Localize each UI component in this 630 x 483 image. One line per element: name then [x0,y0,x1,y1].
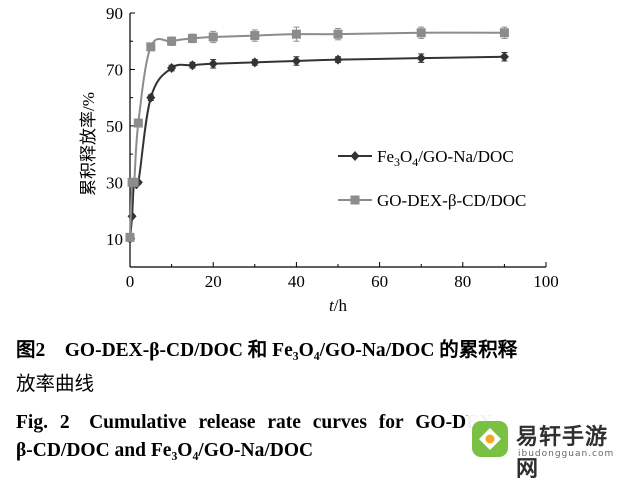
legend-entry-1: GO-DEX-β-CD/DOC [338,191,526,210]
data-point [133,118,143,128]
watermark-title: 易轩手游网 [516,425,609,482]
data-point [499,51,509,62]
data-point [333,29,343,39]
data-point [416,28,426,38]
legend-label: Fe3O4/GO-Na/DOC [377,147,514,169]
caption-english-line-2: β-CD/DOC and Fe₃O₄/GO-Na/DOC [16,440,314,461]
chart-series [125,26,509,244]
data-point [291,29,301,39]
watermark-url: ibudongguan.com [518,449,615,459]
legend-entry-0: Fe3O4/GO-Na/DOC [338,147,514,169]
data-point [416,53,426,64]
y-tick-label: 90 [106,4,123,23]
data-point [333,54,343,65]
y-axis-label: 累积释放率/% [79,92,98,196]
y-tick-label: 70 [106,60,123,79]
x-tick-label: 0 [126,272,135,291]
series-1 [125,26,509,242]
y-tick-label: 50 [106,117,123,136]
legend-marker [350,151,360,161]
data-point [127,211,137,222]
data-point [250,57,260,68]
x-axis-label: t/h [329,296,347,315]
legend-label: GO-DEX-β-CD/DOC [377,191,526,210]
data-point [125,232,135,242]
x-tick-label: 100 [533,272,559,291]
data-point [187,33,197,43]
y-tick-label: 30 [106,173,123,192]
x-tick-label: 40 [288,272,305,291]
chart-legend: Fe3O4/GO-Na/DOC GO-DEX-β-CD/DOC [338,147,526,210]
data-point [146,42,156,52]
data-point [146,92,156,103]
data-point [208,58,218,69]
data-point [291,55,301,66]
caption-chinese-line-2: 放率曲线 [16,374,95,395]
data-point [499,28,509,38]
caption-chinese-line-1: 图2 GO-DEX-β-CD/DOC 和 Fe₃O₄/GO-Na/DOC 的累积… [16,340,518,361]
x-tick-label: 20 [205,272,222,291]
data-point [129,177,139,187]
y-tick-label: 10 [106,230,123,249]
data-point [208,32,218,42]
watermark-logo-icon [472,421,508,457]
chart-axes: 0 20 40 60 80 100 10 30 50 70 90 t/h 累积释放率/% [79,4,559,315]
watermark: 易轩手游网 ibudongguan.com [466,413,624,482]
release-chart: 0 20 40 60 80 100 10 30 50 70 90 t/h 累积释放率/% Fe3O4/G… [79,4,559,315]
legend-marker [350,195,360,205]
data-point [167,63,177,74]
x-tick-label: 80 [454,272,471,291]
data-point [187,60,197,71]
caption-english-line-1: Fig. 2 Cumulative release rate curves fo… [16,412,500,433]
data-point [167,36,177,46]
x-tick-label: 60 [371,272,388,291]
data-point [250,31,260,41]
